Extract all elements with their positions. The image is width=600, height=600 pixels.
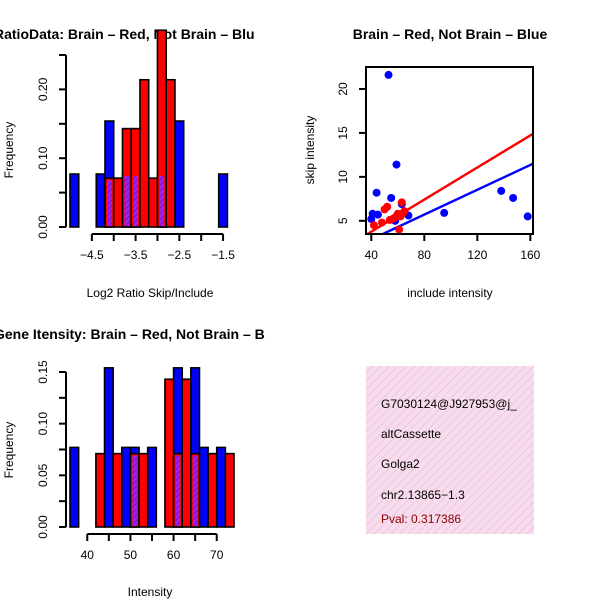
hist3-bar-not-brain [198, 446, 209, 528]
hist3-bar-brain [112, 452, 123, 528]
scatter-point-not-brain [373, 210, 382, 219]
scatter-point-not-brain [372, 188, 381, 197]
hist3-y-tick-label: 0.00 [36, 515, 50, 539]
hist1-bar-not-brain [174, 120, 185, 228]
scatter-y-tick-label: 20 [336, 82, 350, 96]
ratio-histogram-bars [69, 29, 229, 228]
info-panel: G7030124@J927953@j_ altCassette Golga2 c… [366, 366, 534, 534]
hist1-bar-overlap [133, 176, 138, 226]
fit-line-not-brain [380, 162, 533, 234]
ratio-histogram: RatioData: Brain – Red, Not Brain – Blu … [0, 26, 255, 300]
hist1-bar-brain [147, 177, 159, 228]
hist1-x-tick-label: −3.5 [124, 248, 148, 262]
hist3-bar-overlap [192, 455, 198, 526]
hist1-bar-not-brain [95, 173, 106, 228]
hist3-bar-overlap [132, 455, 138, 526]
hist1-bar-brain [165, 78, 176, 228]
hist1-x-tick-label: −2.5 [167, 248, 191, 262]
hist1-bar-overlap [124, 176, 130, 226]
scatter-plot-box [365, 66, 534, 235]
hist1-bar-not-brain [69, 173, 80, 228]
hist3-bar-overlap [175, 455, 181, 526]
intensity-histogram-xlabel: Intensity [128, 585, 173, 599]
intensity-scatter-ylabel: skip intensity [303, 116, 317, 185]
scatter-x-tick-label: 120 [467, 248, 487, 262]
scatter-x-tick-label: 160 [520, 248, 540, 262]
hist1-x-tick-label: −1.5 [211, 248, 235, 262]
hist1-bar-overlap [106, 180, 112, 226]
intensity-histogram-ylabel: Frequency [2, 422, 16, 479]
scatter-y-tick-label: 5 [336, 217, 350, 224]
hist1-x-tick-label: −4.5 [80, 248, 104, 262]
hist3-bar-brain [181, 378, 192, 528]
ratio-histogram-axes: −4.5 −3.5 −2.5 −1.5 0.00 0.10 0.20 [36, 54, 235, 262]
scatter-point-not-brain [523, 212, 532, 221]
hist3-y-tick-label: 0.10 [36, 412, 50, 436]
ratio-histogram-title: RatioData: Brain – Red, Not Brain – Blu [0, 26, 255, 42]
scatter-point-not-brain [387, 193, 396, 202]
scatter-point-brain [395, 225, 404, 234]
scatter-point-brain [377, 218, 386, 227]
hist1-bar-not-brain [217, 173, 229, 228]
hist3-x-tick-label: 50 [124, 548, 138, 562]
scatter-fit-lines [366, 132, 533, 234]
hist3-bar-not-brain [215, 446, 227, 528]
hist1-y-tick-label: 0.00 [36, 215, 50, 239]
scatter-x-tick-label: 40 [365, 248, 379, 262]
scatter-point-not-brain [392, 160, 401, 169]
scatter-x-tick-label: 80 [418, 248, 432, 262]
hist3-bar-brain [164, 378, 175, 528]
scatter-point-brain [383, 202, 392, 211]
scatter-point-not-brain [497, 186, 506, 195]
info-probe-id: G7030124@J927953@j_ [381, 397, 517, 411]
hist3-bar-not-brain [120, 446, 132, 528]
info-event-type: altCassette [381, 427, 441, 441]
scatter-point-brain [397, 198, 406, 207]
hist1-y-tick-label: 0.10 [36, 146, 50, 170]
scatter-point-not-brain [509, 193, 518, 202]
intensity-scatter-axes: 40 80 120 160 5 10 15 20 [336, 82, 541, 262]
hist3-bar-brain [224, 452, 235, 528]
scatter-point-brain [369, 221, 378, 230]
intensity-histogram-axes: 40 50 60 70 0.00 0.05 0.10 0.15 [36, 360, 224, 562]
hist3-bar-not-brain [69, 446, 80, 528]
hist3-x-tick-label: 70 [210, 548, 224, 562]
intensity-scatter-title: Brain – Red, Not Brain – Blue [353, 26, 548, 42]
scatter-y-tick-label: 15 [336, 126, 350, 140]
hist3-bar-not-brain [146, 446, 158, 528]
intensity-histogram-title: Gene Itensity: Brain – Red, Not Brain – … [0, 326, 265, 342]
hist1-y-tick-label: 0.20 [36, 77, 50, 101]
scatter-y-tick-label: 10 [336, 170, 350, 184]
hist1-bar-brain [112, 177, 124, 228]
hist1-bar-overlap [159, 176, 165, 226]
intensity-histogram: Gene Itensity: Brain – Red, Not Brain – … [0, 326, 265, 599]
hist3-x-tick-label: 40 [81, 548, 95, 562]
hist1-bar-brain [139, 78, 150, 228]
hist3-y-tick-label: 0.05 [36, 463, 50, 487]
scatter-point-brain [400, 207, 409, 216]
hist3-y-tick-label: 0.15 [36, 360, 50, 384]
scatter-points [367, 70, 532, 234]
scatter-point-not-brain [440, 208, 449, 217]
intensity-scatter: Brain – Red, Not Brain – Blue 40 80 120 160… [303, 26, 547, 300]
hist3-bar-not-brain [103, 367, 114, 528]
hist3-bar-brain [95, 452, 106, 528]
info-pval: Pval: 0.317386 [381, 512, 461, 526]
info-gene-name: Golga2 [381, 457, 420, 471]
intensity-histogram-bars [69, 367, 235, 528]
ratio-histogram-ylabel: Frequency [2, 122, 16, 179]
info-location: chr2.13865−1.3 [381, 488, 465, 502]
hist3-bar-brain [138, 452, 149, 528]
hist3-x-tick-label: 60 [167, 548, 181, 562]
hist3-bar-brain [207, 452, 218, 528]
ratio-histogram-xlabel: Log2 Ratio Skip/Include [87, 286, 214, 300]
info-panel-background [366, 366, 534, 534]
scatter-point-not-brain [384, 70, 393, 79]
intensity-scatter-xlabel: include intensity [407, 286, 492, 300]
